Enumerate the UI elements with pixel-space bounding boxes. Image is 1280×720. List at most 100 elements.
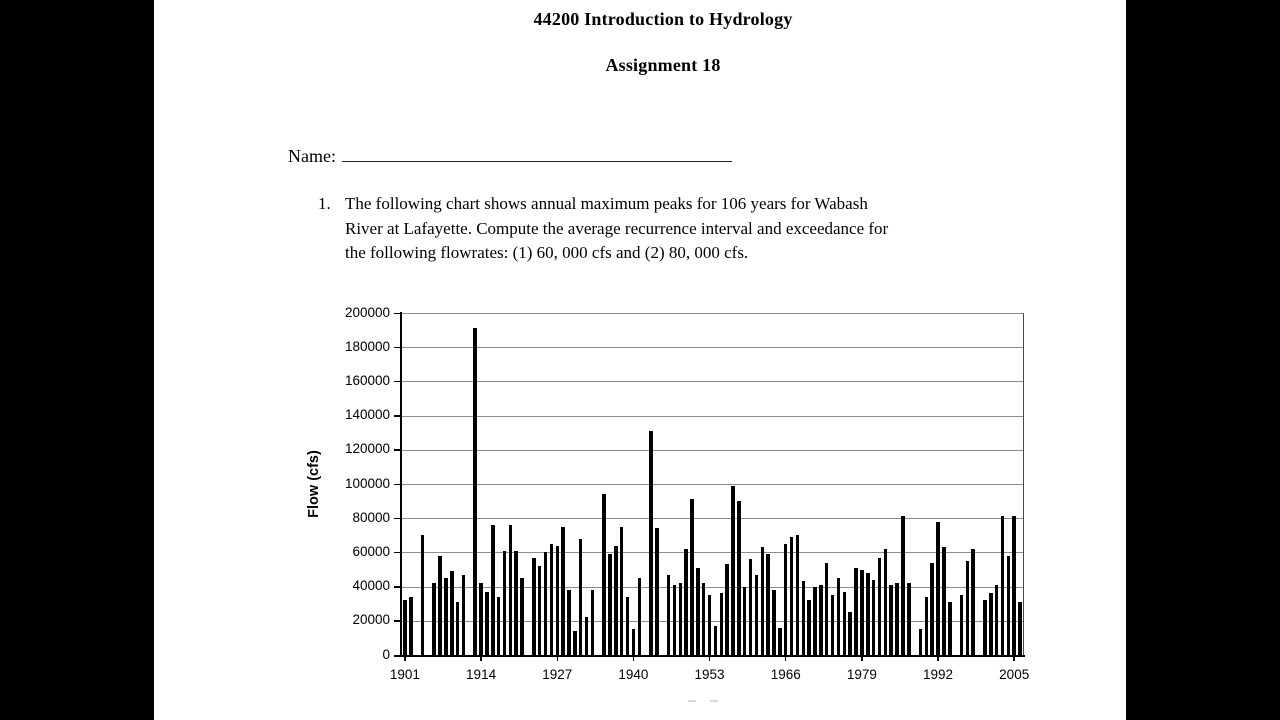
flow-bar [713, 625, 718, 655]
flow-bar [543, 552, 548, 655]
gridline [402, 586, 1023, 588]
flow-bar [602, 494, 606, 655]
flow-bar [725, 564, 729, 655]
flow-bar [608, 554, 612, 655]
flow-bar [748, 559, 753, 655]
flow-bar [842, 591, 847, 655]
x-axis-tick-label: 1940 [618, 667, 649, 682]
x-axis-tick-label: 1901 [389, 667, 420, 682]
x-axis-line [394, 655, 1025, 657]
flow-bar [778, 627, 782, 655]
flow-bar [948, 601, 952, 655]
x-axis-tick [632, 655, 635, 661]
flow-bar [537, 566, 542, 655]
flow-bar [971, 548, 975, 655]
flow-bar [631, 629, 636, 655]
flow-bar [496, 596, 501, 655]
x-axis-tick [937, 655, 939, 661]
flow-bar [918, 629, 923, 655]
y-axis-tick-label: 100000 [344, 475, 390, 491]
y-axis-tick [394, 380, 402, 383]
y-axis-tick-label: 120000 [344, 441, 390, 457]
x-axis-tick [861, 655, 863, 661]
x-axis-tick-label: 1992 [923, 667, 954, 682]
flow-bar [871, 579, 876, 655]
y-axis-tick [394, 449, 402, 451]
question-text-line: the following flowrates: (1) 60, 000 cfs… [345, 243, 749, 262]
y-axis-tick [394, 483, 402, 485]
gridline [402, 620, 1023, 622]
flow-bar [1006, 555, 1011, 655]
flow-bar [795, 535, 800, 655]
flow-bar [450, 571, 454, 655]
flow-bar [737, 501, 741, 655]
flow-bar [684, 548, 688, 655]
document-page: 44200 Introduction to Hydrology Assignme… [154, 0, 1126, 720]
flow-bar [731, 485, 735, 655]
flow-bar [760, 547, 765, 655]
x-axis-tick [556, 655, 558, 661]
x-axis-tick [708, 655, 711, 661]
y-axis-tick-label: 180000 [344, 338, 390, 354]
x-axis-tick [784, 655, 787, 661]
flow-bar [532, 557, 536, 655]
name-label: Name: [288, 146, 336, 166]
flow-bar [877, 557, 882, 655]
question-text-line: The following chart shows annual maximum… [345, 194, 868, 213]
question-text-line: River at Lafayette. Compute the average … [345, 218, 889, 238]
gridline [402, 313, 1023, 314]
flow-bar [409, 596, 413, 655]
flow-bar [801, 581, 806, 655]
flow-bar [824, 562, 829, 655]
flow-bar [690, 499, 694, 655]
plot-right-border [1023, 313, 1024, 655]
flow-bar [959, 595, 964, 655]
flow-bar [432, 583, 436, 655]
x-axis-tick [480, 655, 482, 661]
clipped-year-label-artifact [710, 700, 718, 702]
flow-bar [860, 569, 864, 655]
flow-bar [848, 612, 852, 655]
y-axis-tick [394, 346, 402, 349]
flow-bar [836, 578, 841, 655]
x-axis-tick-label: 1953 [694, 667, 725, 682]
flow-bar [649, 430, 653, 655]
flow-bar [578, 538, 583, 655]
flow-bar [707, 595, 712, 655]
flow-bar [965, 560, 970, 655]
flow-bar [742, 586, 747, 655]
question-text: The following chart shows annual maximum… [345, 192, 888, 266]
flow-bar [403, 600, 407, 655]
flow-bar [567, 590, 571, 655]
y-axis-tick-label: 160000 [344, 372, 390, 388]
y-axis-tick-label: 0 [382, 646, 390, 662]
flow-bar [983, 600, 987, 655]
flow-bar [936, 521, 940, 655]
flow-bar [883, 548, 888, 655]
flow-bar [619, 526, 624, 655]
name-row: Name: [288, 143, 732, 167]
y-axis-tick-label: 40000 [352, 578, 390, 594]
flow-bar [420, 535, 425, 655]
gridline [402, 518, 1023, 520]
flow-bar [444, 578, 448, 655]
flow-bar [549, 543, 554, 655]
flow-bar [508, 525, 513, 655]
y-axis-tick [394, 551, 402, 554]
y-axis-tick [394, 415, 402, 417]
flow-bar [438, 555, 442, 655]
flow-bar [461, 574, 466, 655]
flow-bar [766, 554, 770, 655]
flow-bar [789, 537, 794, 655]
flow-bar [866, 572, 870, 655]
flow-bar [889, 584, 893, 655]
flow-bar [614, 545, 618, 655]
x-axis-tick-label: 1927 [542, 667, 573, 682]
flow-bar [590, 590, 595, 655]
flow-bar [637, 578, 642, 655]
flow-bar [1018, 601, 1022, 655]
flow-bar [807, 600, 811, 655]
y-axis-tick-label: 60000 [352, 543, 390, 559]
flow-bar [696, 567, 700, 655]
flow-bar [455, 601, 460, 655]
